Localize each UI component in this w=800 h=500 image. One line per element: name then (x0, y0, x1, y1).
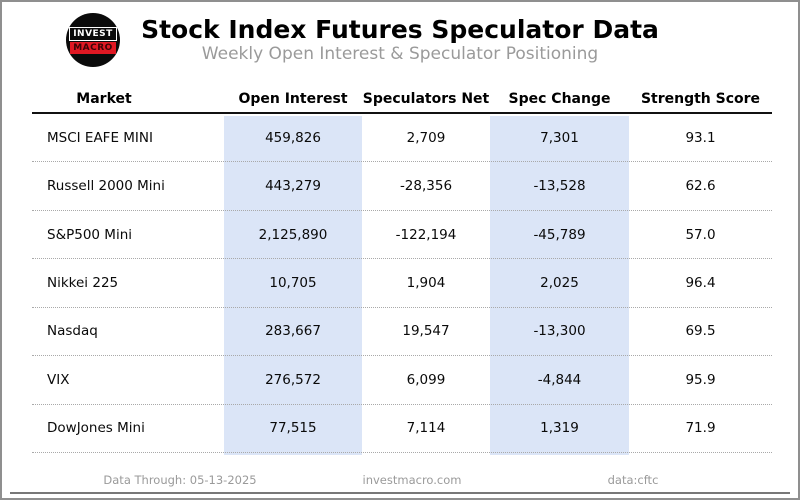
cell-strength-score: 93.1 (685, 129, 716, 146)
table-header-row: Market Open Interest Speculators Net Spe… (32, 86, 772, 114)
cell-strength-score: 57.0 (685, 226, 716, 243)
cell-strength-score: 95.9 (685, 371, 716, 388)
cell-open-interest: 283,667 (265, 323, 321, 340)
speculator-data-table: Market Open Interest Speculators Net Spe… (32, 86, 772, 453)
cell-market: S&P500 Mini (47, 226, 133, 243)
column-header-speculators-net: Speculators Net (362, 91, 490, 107)
cell-speculators-net: -122,194 (395, 226, 457, 243)
logo-text-invest: INVEST (69, 26, 117, 41)
column-header-market: Market (76, 91, 132, 107)
cell-speculators-net: 7,114 (406, 420, 446, 437)
cell-speculators-net: 6,099 (406, 371, 446, 388)
cell-strength-score: 62.6 (685, 178, 716, 195)
cell-market: DowJones Mini (47, 420, 145, 437)
cell-strength-score: 71.9 (685, 420, 716, 437)
footer-data-source: data:cftc (607, 473, 659, 487)
cell-spec-change: 1,319 (540, 420, 579, 437)
cell-spec-change: -13,300 (533, 323, 586, 340)
cell-spec-change: -45,789 (533, 226, 586, 243)
page-title: Stock Index Futures Speculator Data (141, 15, 659, 44)
cell-market: VIX (47, 371, 70, 388)
cell-market: Nikkei 225 (47, 274, 119, 291)
table-row: VIX 276,572 6,099 -4,844 95.9 (32, 356, 772, 405)
cell-market: Russell 2000 Mini (47, 178, 165, 195)
table-body: MSCI EAFE MINI 459,826 2,709 7,301 93.1 Russe… (32, 114, 772, 453)
bottom-divider (10, 492, 790, 494)
highlight-band-open-interest (224, 116, 362, 455)
cell-speculators-net: 1,904 (406, 274, 446, 291)
cell-spec-change: -4,844 (537, 371, 582, 388)
table-row: DowJones Mini 77,515 7,114 1,319 71.9 (32, 405, 772, 453)
cell-spec-change: 2,025 (540, 274, 579, 291)
footer-data-through: Data Through: 05-13-2025 (103, 473, 257, 487)
cell-speculators-net: 2,709 (406, 129, 446, 146)
cell-market: Nasdaq (47, 323, 98, 340)
cell-open-interest: 276,572 (265, 371, 321, 388)
table-row: MSCI EAFE MINI 459,826 2,709 7,301 93.1 (32, 114, 772, 163)
cell-open-interest: 443,279 (265, 178, 321, 195)
cell-market: MSCI EAFE MINI (47, 129, 153, 146)
cell-strength-score: 96.4 (685, 274, 716, 291)
cell-spec-change: 7,301 (540, 129, 579, 146)
cell-spec-change: -13,528 (533, 178, 586, 195)
table-row: S&P500 Mini 2,125,890 -122,194 -45,789 57.0 (32, 211, 772, 260)
column-header-open-interest: Open Interest (238, 91, 348, 107)
highlight-band-spec-change (490, 116, 629, 455)
cell-open-interest: 10,705 (269, 274, 317, 291)
table-row: Russell 2000 Mini 443,279 -28,356 -13,528 62… (32, 162, 772, 211)
column-header-strength-score: Strength Score (640, 91, 761, 107)
cell-speculators-net: 19,547 (402, 323, 450, 340)
cell-open-interest: 459,826 (265, 129, 321, 146)
cell-speculators-net: -28,356 (399, 178, 453, 195)
table-row: Nasdaq 283,667 19,547 -13,300 69.5 (32, 308, 772, 357)
footer-website-link: investmacro.com (362, 473, 462, 487)
investmacro-logo: INVEST MACRO (66, 13, 120, 67)
cell-strength-score: 69.5 (685, 323, 716, 340)
table-row: Nikkei 225 10,705 1,904 2,025 96.4 (32, 259, 772, 308)
cell-open-interest: 2,125,890 (258, 226, 328, 243)
logo-text-macro: MACRO (70, 41, 116, 54)
column-header-spec-change: Spec Change (508, 91, 611, 107)
page-subtitle: Weekly Open Interest & Speculator Positi… (201, 44, 599, 64)
cell-open-interest: 77,515 (269, 420, 317, 437)
